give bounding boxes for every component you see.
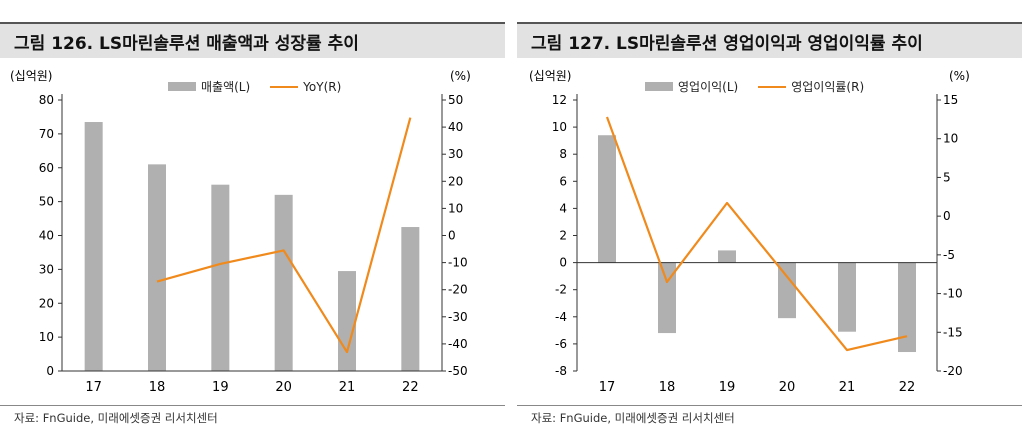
source-note: 자료: FnGuide, 미래에셋증권 리서치센터: [531, 411, 735, 425]
left-tick-label: 8: [559, 147, 567, 161]
bar-18: [658, 262, 676, 334]
line-영업이익률(R): [605, 116, 908, 352]
left-tick-label: 60: [39, 161, 54, 175]
legend-bar-label: 영업이익(L): [678, 80, 739, 94]
right-tick-label: -20: [448, 283, 468, 297]
bar-22: [898, 262, 916, 353]
source-divider: [0, 405, 505, 406]
legend: 매출액(L) YoY(R): [168, 78, 341, 95]
category-label: 19: [719, 380, 736, 395]
right-tick-label: 40: [448, 120, 463, 134]
category-label: 17: [85, 380, 102, 395]
legend: 영업이익(L) 영업이익률(R): [645, 78, 864, 95]
legend-bar-label: 매출액(L): [201, 80, 251, 94]
legend-line-label: YoY(R): [303, 79, 342, 94]
right-tick-label: -15: [943, 325, 963, 339]
legend-line-swatch: [758, 85, 787, 88]
chart-panel-revenue: 그림 126. LS마린솔루션 매출액과 성장률 추이 매출액(L) YoY(R…: [0, 0, 505, 440]
left-tick-label: 4: [559, 201, 567, 215]
chart-title: 그림 126. LS마린솔루션 매출액과 성장률 추이: [14, 34, 359, 54]
source-note: 자료: FnGuide, 미래에셋증권 리서치센터: [14, 411, 218, 425]
category-label: 21: [339, 380, 356, 395]
right-tick-label: 15: [943, 93, 958, 107]
left-tick-label: -6: [555, 337, 567, 351]
chart-plot: (십억원) (%) 0 10 20 30 40 50 60 70 80 -50 -40 -30 -20 -…: [10, 69, 471, 395]
right-tick-label: 50: [448, 93, 463, 107]
right-tick-label: -40: [448, 337, 468, 351]
right-axis-unit: (%): [450, 69, 471, 83]
left-tick-label: 50: [39, 195, 54, 209]
category-label: 20: [275, 380, 292, 395]
category-label: 22: [402, 380, 419, 395]
bar-17: [598, 135, 616, 263]
source-divider: [517, 405, 1022, 406]
left-tick-label: 10: [552, 120, 567, 134]
bar-19: [211, 184, 230, 371]
bar-17: [84, 122, 103, 371]
left-tick-label: 80: [39, 93, 54, 107]
right-tick-label: -20: [943, 364, 963, 378]
left-tick-label: 0: [46, 364, 54, 378]
right-tick-label: 30: [448, 147, 463, 161]
left-tick-label: 30: [39, 262, 54, 276]
category-label: 18: [149, 380, 166, 395]
category-label: 17: [599, 380, 616, 395]
right-tick-label: -10: [943, 287, 963, 301]
right-tick-label: 0: [448, 229, 456, 243]
left-axis-unit: (십억원): [10, 69, 52, 83]
chart-panel-operating-profit: 그림 127. LS마린솔루션 영업이익과 영업이익률 추이 영업이익(L) 영…: [517, 0, 1022, 440]
legend-line-swatch: [270, 85, 299, 88]
title-bar: 그림 127. LS마린솔루션 영업이익과 영업이익률 추이: [517, 22, 1022, 58]
right-axis-unit: (%): [949, 69, 970, 83]
bar-20: [274, 194, 293, 371]
left-tick-label: 0: [559, 256, 567, 270]
category-label: 21: [839, 380, 856, 395]
left-axis-unit: (십억원): [529, 69, 571, 83]
chart-title: 그림 127. LS마린솔루션 영업이익과 영업이익률 추이: [531, 34, 923, 54]
left-tick-label: 12: [552, 93, 567, 107]
right-tick-label: 10: [943, 132, 958, 146]
left-tick-label: 40: [39, 229, 54, 243]
right-tick-label: -5: [943, 248, 955, 262]
right-tick-label: -50: [448, 364, 468, 378]
left-tick-label: 2: [559, 229, 567, 243]
bar-18: [148, 164, 166, 371]
left-tick-label: 6: [559, 174, 567, 188]
bar-19: [718, 250, 736, 263]
right-tick-label: -10: [448, 256, 468, 270]
bar-22: [401, 227, 420, 371]
legend-bar-swatch: [168, 82, 196, 91]
left-tick-label: 70: [39, 127, 54, 141]
bar-21: [338, 271, 356, 371]
category-label: 22: [899, 380, 916, 395]
category-label: 20: [779, 380, 796, 395]
legend-line-label: 영업이익률(R): [791, 80, 865, 94]
left-tick-label: 10: [39, 330, 54, 344]
bar-20: [778, 262, 796, 319]
chart-plot: (십억원) (%) -8-6-4-2024681012-20-15-10-505…: [529, 69, 970, 395]
right-tick-label: 20: [448, 174, 463, 188]
left-tick-label: -2: [555, 283, 567, 297]
right-tick-label: 5: [943, 170, 951, 184]
left-tick-label: 20: [39, 296, 54, 310]
right-tick-label: 0: [943, 209, 951, 223]
category-label: 18: [659, 380, 676, 395]
bar-21: [838, 262, 856, 332]
category-label: 19: [212, 380, 229, 395]
legend-bar-swatch: [645, 82, 673, 91]
right-tick-label: -30: [448, 310, 468, 324]
left-tick-label: -8: [555, 364, 567, 378]
right-tick-label: 10: [448, 201, 463, 215]
left-tick-label: -4: [555, 310, 567, 324]
title-bar: 그림 126. LS마린솔루션 매출액과 성장률 추이: [0, 22, 505, 58]
